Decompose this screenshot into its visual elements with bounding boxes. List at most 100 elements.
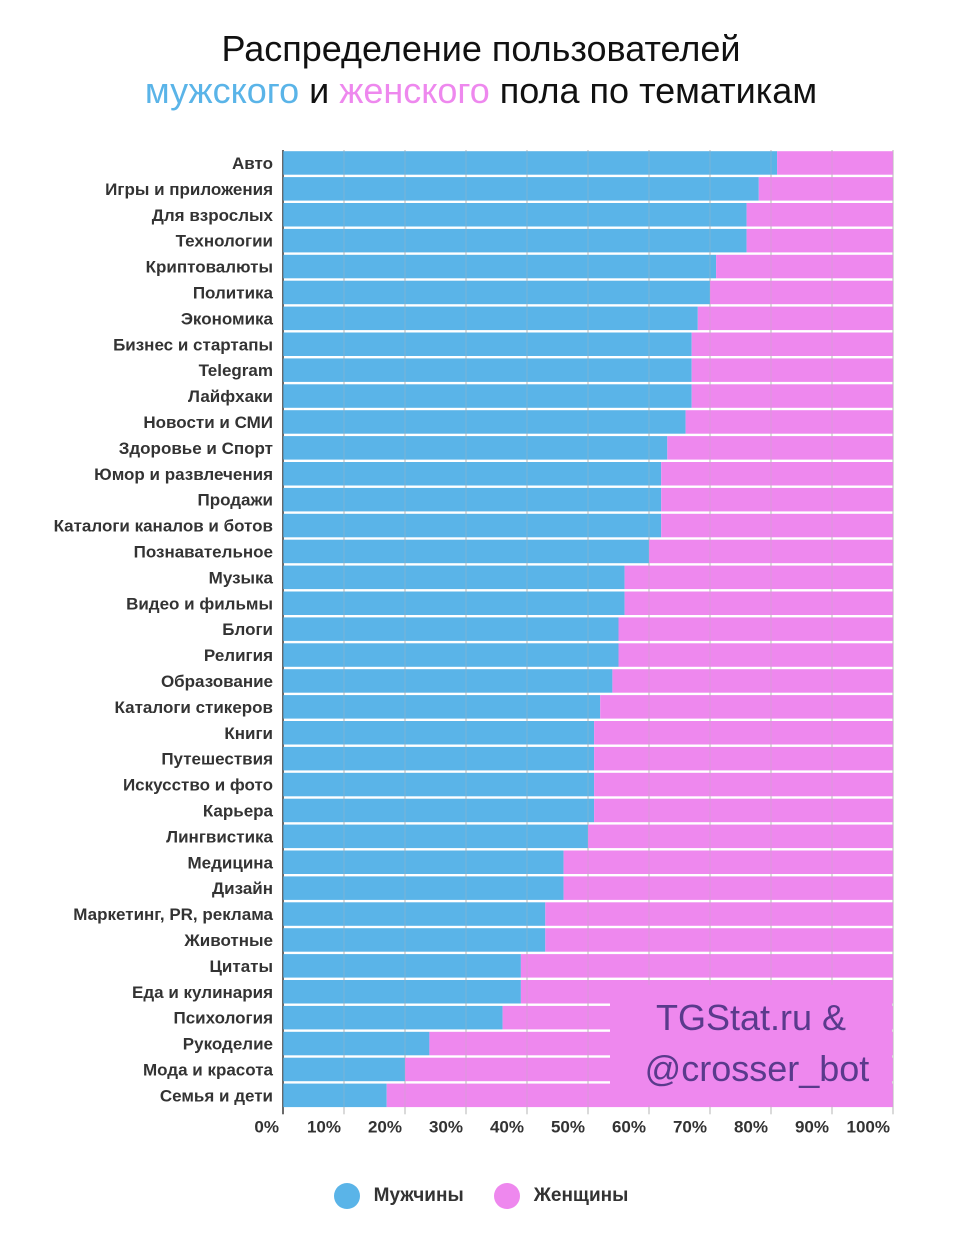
bar-female-26 (588, 824, 893, 849)
legend: Мужчины Женщины (0, 1183, 962, 1209)
title-line-2-rest: пола по тематикам (499, 70, 818, 111)
x-tick-label: 90% (795, 1117, 829, 1136)
bar-female-7 (691, 332, 893, 356)
bar-female-4 (716, 254, 893, 279)
title-word-and: и (309, 70, 330, 111)
bar-male-28 (283, 876, 564, 900)
bar-female-2 (746, 203, 893, 227)
bar-male-36 (283, 1083, 387, 1108)
category-label: Авто (232, 154, 273, 173)
category-label: Животные (183, 931, 273, 950)
category-label: Здоровье и Спорт (119, 439, 273, 458)
category-label: Telegram (199, 361, 273, 380)
category-label: Политика (193, 283, 274, 302)
title-word-male: мужского (144, 70, 300, 111)
category-label: Медицина (188, 853, 274, 872)
bar-male-29 (283, 902, 546, 926)
category-label: Для взрослых (152, 206, 274, 225)
bar-male-8 (283, 358, 692, 382)
category-label: Искусство и фото (123, 776, 273, 795)
category-label: Видео и фильмы (126, 594, 273, 613)
bar-male-19 (283, 643, 619, 667)
category-label: Образование (161, 672, 273, 691)
title-line-2: мужского и женского пола по тематикам (0, 70, 962, 112)
category-label: Продажи (197, 491, 273, 510)
bar-female-21 (600, 695, 893, 719)
bar-male-2 (283, 203, 747, 227)
bar-male-17 (283, 591, 625, 615)
bar-female-12 (661, 462, 893, 486)
bar-female-24 (594, 772, 893, 797)
chart-title: Распределение пользователей мужского и ж… (0, 28, 962, 112)
bar-female-14 (661, 513, 893, 538)
category-label: Юмор и развлечения (94, 465, 273, 484)
bar-female-3 (746, 228, 893, 253)
bar-male-24 (283, 772, 595, 797)
bar-male-5 (283, 280, 710, 305)
bar-female-22 (594, 721, 893, 745)
bar-female-13 (661, 487, 893, 512)
legend-item-female: Женщины (493, 1183, 629, 1209)
category-label: Познавательное (134, 542, 273, 561)
bar-female-16 (624, 565, 893, 590)
bar-male-12 (283, 462, 662, 486)
bar-female-27 (563, 850, 893, 874)
x-tick-label: 20% (368, 1117, 402, 1136)
bar-male-18 (283, 617, 619, 641)
bar-female-28 (563, 876, 893, 900)
category-label: Путешествия (161, 750, 273, 769)
bar-female-29 (545, 902, 893, 926)
bar-male-7 (283, 332, 692, 356)
bar-male-26 (283, 824, 588, 849)
bar-female-18 (618, 617, 893, 641)
x-tick-label: 50% (551, 1117, 585, 1136)
legend-swatch-female (493, 1183, 520, 1209)
watermark: TGStat.ru & @crosser_bot (610, 985, 892, 1105)
bar-male-9 (283, 384, 692, 408)
category-label: Каталоги каналов и ботов (54, 517, 273, 536)
bar-female-10 (685, 410, 893, 434)
bar-male-1 (283, 177, 759, 201)
category-label: Еда и кулинария (132, 983, 273, 1002)
bar-male-16 (283, 565, 625, 590)
bar-female-5 (710, 280, 893, 305)
category-label: Карьера (203, 801, 274, 820)
category-label: Семья и дети (160, 1086, 273, 1105)
category-label: Религия (204, 646, 273, 665)
x-tick-label: 100% (847, 1117, 890, 1136)
title-word-female: женского (339, 70, 490, 111)
category-label: Лингвистика (166, 827, 273, 846)
bar-female-31 (520, 954, 893, 978)
category-label: Музыка (209, 568, 274, 587)
legend-swatch-male (333, 1183, 360, 1209)
bar-female-0 (777, 151, 893, 175)
bar-male-22 (283, 721, 595, 745)
bar-male-33 (283, 1005, 503, 1030)
category-label: Лайфхаки (188, 387, 273, 406)
bar-female-8 (691, 358, 893, 382)
legend-label-female: Женщины (533, 1185, 629, 1206)
legend-label-male: Мужчины (373, 1185, 464, 1206)
title-line-1: Распределение пользователей (221, 28, 741, 69)
category-label: Криптовалюты (146, 258, 273, 277)
bar-female-25 (594, 798, 893, 823)
bar-female-1 (758, 177, 893, 201)
bar-male-30 (283, 928, 546, 952)
x-axis-tick-labels: 0% 10% 20% 30% 40% 50% 60% 70% 80% 90% 100% (254, 1117, 890, 1136)
category-label: Цитаты (210, 957, 274, 976)
x-tick-label: 60% (612, 1117, 646, 1136)
category-label: Книги (224, 724, 273, 743)
bar-male-0 (283, 151, 778, 175)
category-label: Новости и СМИ (143, 413, 273, 432)
category-label: Бизнес и стартапы (113, 335, 273, 354)
grid-lines-overlay (282, 150, 894, 1115)
bar-female-11 (667, 436, 893, 460)
x-tick-label: 0% (254, 1117, 279, 1136)
category-label: Экономика (181, 309, 274, 328)
category-label: Блоги (222, 620, 273, 639)
category-label: Каталоги стикеров (115, 698, 273, 717)
bar-male-31 (283, 954, 521, 978)
bar-female-23 (594, 746, 893, 771)
watermark-line-1: TGStat.ru & (656, 997, 846, 1038)
category-label: Психология (173, 1009, 273, 1028)
